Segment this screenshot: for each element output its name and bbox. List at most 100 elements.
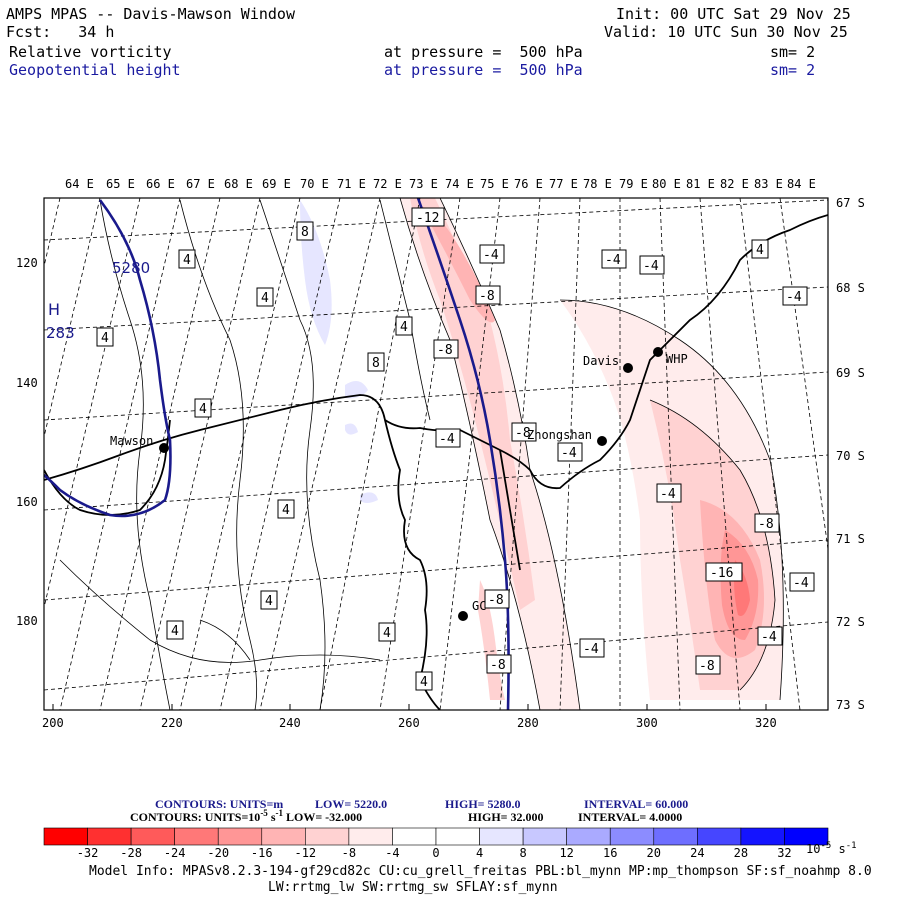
color-bar-tick: -4 [385,846,399,860]
contour-label: 4 [260,590,278,610]
contour-label: -4 [601,249,627,269]
svg-text:-4: -4 [793,576,809,591]
svg-text:8: 8 [301,225,309,240]
svg-text:280: 280 [517,716,539,730]
vorticity-contour-labels: 4 4 4 4 4 4 4 4 4 4 4 8 8 -4 -4 -4 -4 -4… [96,207,815,691]
x-axis-labels: 200 220 240 260 280 300 320 [42,716,777,730]
svg-text:-4: -4 [786,290,802,305]
color-bar-swatch [174,827,219,846]
contour-label: -4 [579,638,605,658]
color-bar-swatch [87,827,132,846]
svg-text:200: 200 [42,716,64,730]
color-bar-tick: -32 [77,846,99,860]
color-bar-swatch [217,827,263,846]
svg-text:84 E: 84 E [787,177,816,191]
color-bar-swatch [653,827,698,846]
field1-level: at pressure = 500 hPa [384,43,583,61]
color-bar-units: 10-5 s-1 [806,841,857,856]
color-bar-tick: 12 [559,846,573,860]
color-bar [43,827,829,846]
color-bar-swatch [348,827,393,846]
contour-label: -4 [656,483,682,503]
station-dot-mawson [159,443,169,453]
svg-text:-16: -16 [710,566,733,581]
map-frame [43,197,829,711]
svg-text:78 E: 78 E [583,177,612,191]
svg-text:INTERVAL= 60.000: INTERVAL= 60.000 [584,797,688,811]
svg-text:65 E: 65 E [106,177,135,191]
svg-text:220: 220 [161,716,183,730]
svg-text:73 E: 73 E [409,177,438,191]
svg-text:160: 160 [16,495,38,509]
contour-label: 4 [395,316,413,336]
color-bar-swatch [305,827,350,846]
color-bar-tick: -16 [251,846,273,860]
contour-label: 4 [751,239,769,259]
color-bar-swatch [522,827,567,846]
svg-text:-8: -8 [490,658,506,673]
y-axis-labels: 120 140 160 180 [16,256,38,628]
svg-text:4: 4 [101,331,109,346]
station-label-zhongshan: Zhongshan [527,428,592,442]
x-axis-ticks [52,704,767,710]
contour-label: 4 [96,327,114,347]
svg-text:-4: -4 [439,432,455,447]
color-bar-swatch [479,827,524,846]
svg-text:4: 4 [756,243,764,258]
vorticity-contours [59,198,784,710]
contour-label: -12 [411,207,445,227]
svg-text:CONTOURS: UNITS=10-5 s-1 LOW=: CONTOURS: UNITS=10-5 s-1 LOW= -32.000 [130,808,362,824]
contour-label: -8 [754,513,780,533]
contour-label: -4 [479,244,505,264]
color-bar-tick: -12 [294,846,316,860]
svg-text:HIGH= 5280.0: HIGH= 5280.0 [445,797,521,811]
contour-label: -8 [486,654,512,674]
svg-text:81 E: 81 E [686,177,715,191]
plot-title: AMPS MPAS -- Davis-Mawson Window [6,5,295,23]
field1-smooth: sm= 2 [770,43,816,61]
color-bar-swatch [43,827,88,846]
svg-text:320: 320 [755,716,777,730]
svg-text:80 E: 80 E [652,177,681,191]
color-bar-tick: -28 [120,846,142,860]
station-dot-whp [653,347,663,357]
forecast-hour: Fcst: 34 h [6,23,115,41]
legend-text: CONTOURS: UNITS=m LOW= 5220.0 HIGH= 5280… [130,797,688,824]
svg-text:260: 260 [398,716,420,730]
station-label-davis: Davis [583,354,619,368]
contour-label: -16 [705,562,743,582]
svg-text:HIGH= 32.000: HIGH= 32.000 [468,810,544,824]
contour-label: -8 [484,589,510,609]
station-label-mawson: Mawson [110,434,153,448]
svg-text:-8: -8 [699,659,715,674]
color-bar-tick: 0 [432,846,439,860]
field1-name: Relative vorticity [9,43,172,61]
svg-text:-4: -4 [643,259,659,274]
contour-label: -4 [789,572,815,592]
model-info-line2: LW:rrtmg_lw SW:rrtmg_sw SFLAY:sf_mynn [268,880,558,895]
contour-label: -4 [435,428,461,448]
svg-text:66 E: 66 E [146,177,175,191]
contour-label: 8 [367,352,385,372]
svg-text:140: 140 [16,376,38,390]
svg-text:83 E: 83 E [754,177,783,191]
svg-text:300: 300 [636,716,658,730]
field2-level: at pressure = 500 hPa [384,61,583,79]
svg-text:120: 120 [16,256,38,270]
longitude-labels: 64 E 65 E 66 E 67 E 68 E 69 E 70 E 71 E … [65,177,816,191]
svg-text:-8: -8 [488,593,504,608]
color-bar-tick: 16 [603,846,617,860]
svg-text:-4: -4 [483,248,499,263]
svg-text:4: 4 [199,402,207,417]
svg-text:180: 180 [16,614,38,628]
field2-smooth: sm= 2 [770,61,816,79]
vorticity-shading [300,198,784,710]
contour-label: 4 [194,398,212,418]
svg-text:4: 4 [282,503,290,518]
contour-label: -4 [782,286,808,306]
contour-label: -4 [639,255,665,275]
svg-text:-12: -12 [416,211,439,226]
color-bar-tick: 24 [690,846,704,860]
svg-text:LOW= 5220.0: LOW= 5220.0 [315,797,387,811]
